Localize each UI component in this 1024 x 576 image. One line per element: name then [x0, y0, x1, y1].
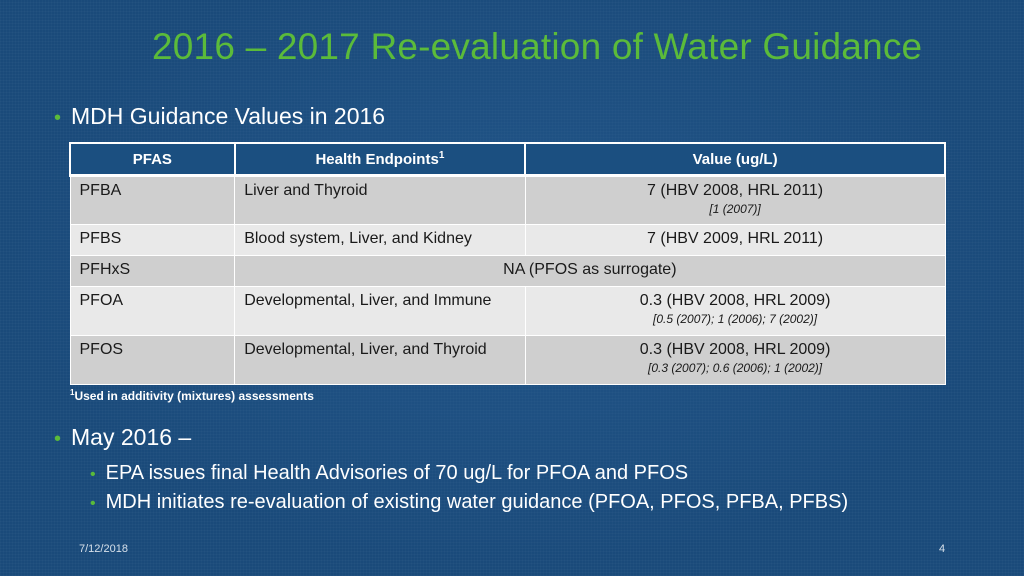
bullet-dot-icon: •	[90, 466, 96, 483]
header-pfas: PFAS	[69, 142, 236, 177]
value-main: 0.3 (HBV 2008, HRL 2009)	[639, 341, 831, 358]
sub-bullet-epa-advisory: • EPA issues final Health Advisories of …	[90, 462, 688, 485]
header-value: Value (ug/L)	[524, 142, 946, 177]
table-row-pfoa: PFOA Developmental, Liver, and Immune 0.…	[69, 286, 946, 336]
cell-value: 7 (HBV 2009, HRL 2011)	[524, 224, 946, 256]
cell-endpoints: Developmental, Liver, and Immune	[234, 286, 526, 336]
cell-pfas: PFBS	[69, 224, 236, 256]
bullet-text: MDH Guidance Values in 2016	[71, 103, 386, 129]
table-row-pfos: PFOS Developmental, Liver, and Thyroid 0…	[69, 335, 946, 385]
value-history: [0.5 (2007); 1 (2006); 7 (2002)]	[653, 312, 818, 326]
cell-pfas: PFOS	[69, 335, 236, 385]
sub-bullet-mdh-reevaluation: • MDH initiates re-evaluation of existin…	[90, 491, 848, 514]
slide-title: 2016 – 2017 Re-evaluation of Water Guida…	[152, 26, 923, 67]
bullet-may-2016: • May 2016 –	[54, 424, 191, 451]
bullet-guidance-values: • MDH Guidance Values in 2016	[54, 103, 385, 130]
table-row-pfbs: PFBS Blood system, Liver, and Kidney 7 (…	[69, 224, 946, 256]
value-history: [1 (2007)]	[709, 202, 761, 216]
bullet-dot-icon: •	[54, 428, 62, 450]
header-health-endpoints: Health Endpoints1	[233, 142, 527, 177]
table-header-row: PFAS Health Endpoints1 Value (ug/L)	[69, 142, 946, 177]
cell-merged-value: NA (PFOS as surrogate)	[234, 255, 946, 287]
value-main: 7 (HBV 2008, HRL 2011)	[647, 182, 824, 199]
bullet-text: May 2016 –	[71, 424, 192, 450]
guidance-values-table: PFAS Health Endpoints1 Value (ug/L) PFBA…	[69, 142, 946, 385]
cell-value: 0.3 (HBV 2008, HRL 2009) [0.5 (2007); 1 …	[524, 286, 946, 336]
cell-endpoints: Blood system, Liver, and Kidney	[234, 224, 526, 256]
table-row-pfba: PFBA Liver and Thyroid 7 (HBV 2008, HRL …	[69, 175, 946, 225]
sub-bullet-text: MDH initiates re-evaluation of existing …	[105, 491, 849, 513]
cell-value: 7 (HBV 2008, HRL 2011) [1 (2007)]	[524, 175, 946, 225]
bullet-dot-icon: •	[54, 107, 62, 129]
footnote-text: Used in additivity (mixtures) assessment…	[74, 389, 314, 403]
value-main: 7 (HBV 2009, HRL 2011)	[647, 230, 824, 247]
cell-pfas: PFHxS	[69, 255, 236, 287]
value-history: [0.3 (2007); 0.6 (2006); 1 (2002)]	[648, 361, 823, 375]
table-footnote: 1Used in additivity (mixtures) assessmen…	[70, 388, 314, 403]
cell-pfas: PFOA	[69, 286, 236, 336]
header-endpoints-footnote-mark: 1	[438, 150, 445, 161]
page-number: 4	[939, 543, 946, 555]
bullet-dot-icon: •	[90, 495, 96, 512]
cell-endpoints: Liver and Thyroid	[234, 175, 526, 225]
header-endpoints-label: Health Endpoints	[315, 151, 439, 168]
footnote-mark: 1	[70, 388, 75, 397]
cell-pfas: PFBA	[69, 175, 236, 225]
table-row-pfhxs: PFHxS NA (PFOS as surrogate)	[69, 255, 946, 287]
sub-bullet-text: EPA issues final Health Advisories of 70…	[105, 462, 689, 484]
cell-endpoints: Developmental, Liver, and Thyroid	[234, 335, 526, 385]
cell-value: 0.3 (HBV 2008, HRL 2009) [0.3 (2007); 0.…	[524, 335, 946, 385]
footer-date: 7/12/2018	[79, 543, 128, 555]
value-main: 0.3 (HBV 2008, HRL 2009)	[639, 292, 831, 309]
